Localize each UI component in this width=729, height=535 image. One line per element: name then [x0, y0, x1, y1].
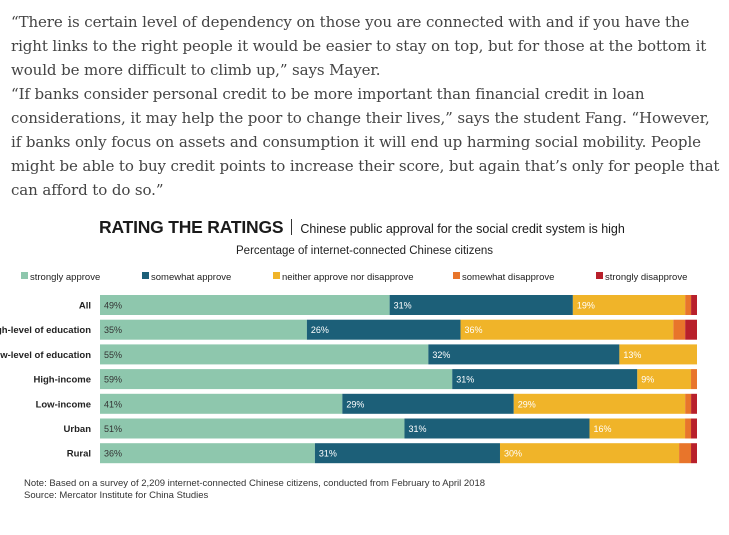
bar-segment [404, 418, 590, 439]
data-label: 55% [104, 350, 122, 360]
data-label: 30% [504, 449, 522, 459]
data-label: 31% [319, 449, 337, 459]
data-label: 16% [594, 424, 612, 434]
legend-swatch [21, 272, 28, 279]
bar-segment [589, 418, 686, 439]
legend-label: strongly approve [30, 272, 100, 283]
chart-header: RATING THE RATINGS Chinese public approva… [99, 217, 625, 238]
bar-segment [685, 319, 697, 340]
bar-segment [100, 295, 390, 315]
bar-segment [389, 295, 573, 315]
bar-segment [100, 443, 315, 464]
bar-segment [691, 393, 697, 414]
article-text: “There is certain level of dependency on… [11, 10, 721, 202]
data-label: 51% [104, 424, 122, 434]
bar-segment [460, 319, 674, 340]
data-label: 31% [456, 375, 474, 385]
data-label: 36% [104, 449, 122, 459]
data-label: 9% [641, 375, 654, 385]
bar-segment [100, 393, 343, 414]
note-line: Note: Based on a survey of 2,209 interne… [24, 478, 486, 489]
bar-segment [499, 443, 680, 464]
bar-segment [572, 295, 686, 315]
chart-subtitle: Chinese public approval for the social c… [300, 222, 625, 236]
article-paragraph-2: “If banks consider personal credit to be… [11, 85, 720, 199]
bar-segment [342, 393, 514, 414]
bar-segment [428, 344, 620, 365]
legend-label: strongly disapprove [605, 272, 687, 283]
bar-segment [685, 418, 692, 439]
bar-segment [685, 393, 692, 414]
title-divider [291, 219, 293, 235]
bar-segment [691, 418, 697, 439]
data-label: 36% [465, 325, 483, 335]
category-label: Rural [67, 449, 91, 460]
bar-segment [691, 369, 697, 390]
legend-label: somewhat approve [151, 272, 231, 283]
chart-caption: Percentage of internet-connected Chinese… [236, 245, 493, 257]
category-label: High-income [33, 375, 91, 386]
bar-segment [306, 319, 461, 340]
bar-segment [100, 418, 405, 439]
data-label: 31% [408, 424, 426, 434]
source-line: Source: Mercator Institute for China Stu… [24, 490, 209, 501]
bar-segment [673, 319, 686, 340]
data-label: 31% [394, 301, 412, 311]
legend-swatch [273, 272, 280, 279]
category-label: Urban [64, 424, 92, 435]
chart-title: RATING THE RATINGS [99, 217, 284, 237]
bar-segment [513, 393, 686, 414]
article-paragraph-1: “There is certain level of dependency on… [11, 13, 707, 79]
category-label: High-level of education [0, 325, 91, 336]
legend-label: neither approve nor disapprove [282, 272, 414, 283]
bar-segment [691, 295, 697, 315]
bar-segment [679, 443, 692, 464]
data-label: 29% [518, 399, 536, 409]
legend-swatch [596, 272, 603, 279]
bar-segment [637, 369, 692, 390]
chart-note: Note: Based on a survey of 2,209 interne… [24, 478, 485, 502]
category-label: All [79, 301, 91, 312]
category-label: Low-level of education [0, 350, 91, 361]
legend-swatch [142, 272, 149, 279]
bar-segment [314, 443, 500, 464]
data-label: 32% [432, 350, 450, 360]
category-label: Low-income [36, 399, 91, 410]
data-label: 29% [346, 399, 364, 409]
data-label: 35% [104, 325, 122, 335]
bar-segment [100, 319, 307, 340]
legend-label: somewhat disapprove [462, 272, 554, 283]
bar-segment [619, 344, 697, 365]
data-label: 41% [104, 399, 122, 409]
data-label: 13% [623, 350, 641, 360]
bar-segment [691, 443, 697, 464]
bar-segment [100, 369, 453, 390]
bar-segment [100, 344, 429, 365]
bar-segment [685, 295, 692, 315]
data-label: 59% [104, 375, 122, 385]
data-label: 49% [104, 301, 122, 311]
bar-segment [452, 369, 638, 390]
data-label: 26% [311, 325, 329, 335]
data-label: 19% [577, 301, 595, 311]
legend-swatch [453, 272, 460, 279]
